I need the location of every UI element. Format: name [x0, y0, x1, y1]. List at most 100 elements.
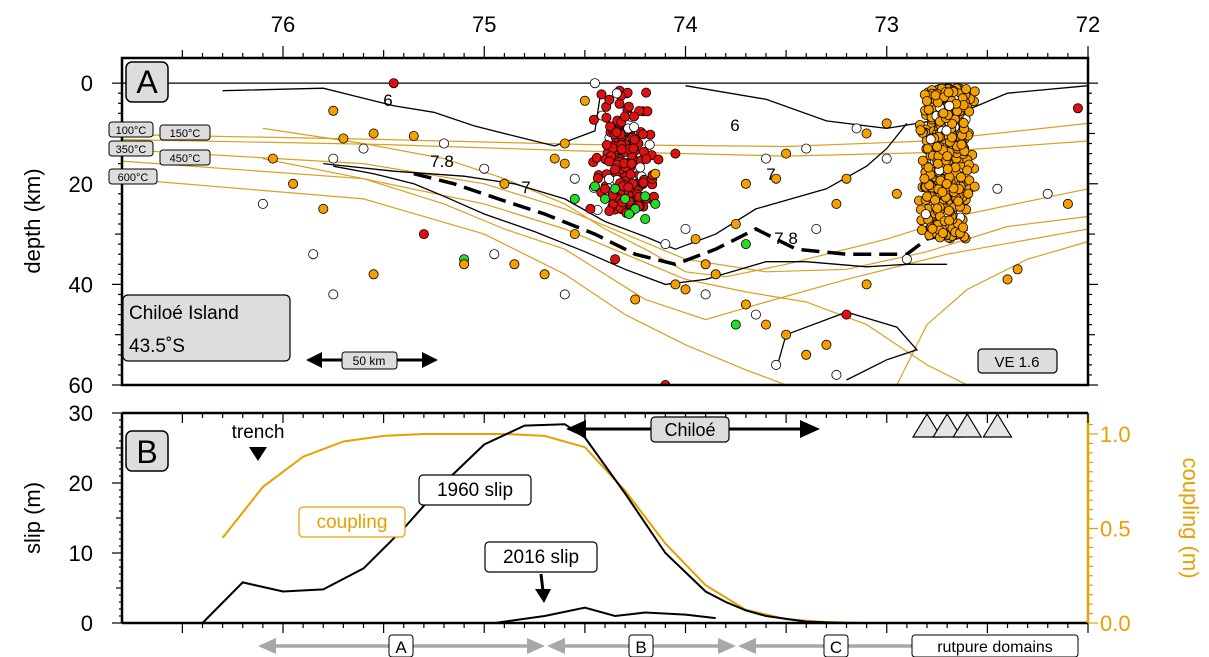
hypocenter-scattered [801, 143, 812, 154]
hypocenter-orange [964, 106, 975, 117]
hypocenter-green [730, 319, 741, 330]
trench-label: trench [232, 422, 285, 443]
hypocenter-scattered [338, 133, 349, 144]
hypocenter-scattered [740, 178, 751, 189]
domain-b-left-arrow-icon [547, 638, 565, 654]
hypocenter-scattered [388, 78, 399, 89]
hypocenter-scattered [680, 223, 691, 234]
hypocenter-scattered [680, 284, 691, 295]
hypocenter-scattered [610, 254, 621, 265]
hypocenter-scattered [761, 319, 772, 330]
x-tick-label-76: 76 [271, 12, 295, 37]
contour-label-7a: 7 [521, 178, 530, 197]
hypocenter-red [653, 154, 664, 165]
hypocenter-red [641, 153, 652, 164]
hypocenter-red [596, 89, 607, 100]
hypocenter-red [638, 177, 649, 188]
hypocenter-orange [923, 162, 934, 173]
rupture-domains-label: rutpure domains [937, 639, 1053, 656]
hypocenter-scattered [690, 234, 701, 245]
location-latitude: 43.5˚S [129, 336, 185, 357]
slip-tick-label-10: 10 [69, 541, 93, 566]
hypocenter-scattered [831, 369, 842, 380]
hypocenter-scattered [328, 153, 339, 164]
hypocenter-orange [958, 118, 969, 129]
hypocenter-scattered [881, 118, 892, 129]
hypocenter-orange [941, 178, 952, 189]
hypocenter-red [616, 144, 627, 155]
hypocenter-orange [920, 209, 931, 220]
volcano-triangle-icon [982, 412, 1013, 438]
slab-top-line [262, 127, 1088, 278]
hypocenter-red [604, 173, 615, 184]
coupling-line [221, 433, 867, 624]
hypocenter-orange [927, 223, 938, 234]
hypocenter-red [611, 88, 622, 99]
hypocenter-scattered [730, 218, 741, 229]
location-box: Chiloé Island 43.5˚S [122, 294, 291, 362]
y-tick-label-20: 20 [69, 172, 93, 197]
x-tick-label-74: 74 [673, 12, 697, 37]
x-tick-label-72: 72 [1076, 12, 1100, 37]
slip2016-annotation: 2016 slip [484, 541, 598, 603]
hypocenter-orange [961, 84, 972, 95]
slip2016-label: 2016 slip [503, 547, 579, 568]
hypocenter-scattered [750, 309, 761, 320]
coupling-tick-label-0: 0.0 [1100, 611, 1131, 636]
hypocenter-scattered [761, 153, 772, 164]
coupling-label: coupling [317, 512, 388, 533]
hypocenter-orange [948, 183, 959, 194]
hypocenter-scattered [589, 78, 600, 89]
hypocenter-scattered [841, 309, 852, 320]
coupling-annotation: coupling [298, 506, 406, 538]
contour-label-6b: 6 [730, 116, 739, 135]
hypocenter-red [644, 139, 655, 150]
hypocenter-red [641, 87, 652, 98]
panel-a-ylabel: depth (km) [20, 168, 45, 273]
hypocenter-scattered [489, 249, 500, 260]
hypocenter-orange [932, 158, 943, 169]
hypocenter-green [600, 193, 611, 204]
trench-triangle-icon [249, 447, 267, 461]
hypocenter-orange [943, 87, 954, 98]
hypocenter-scattered [559, 158, 570, 169]
hypocenter-orange [958, 222, 969, 233]
hypocenter-scattered [861, 128, 872, 139]
hypocenter-scattered [670, 279, 681, 290]
hypocenter-scattered [539, 269, 550, 280]
vertical-exaggeration-box: VE 1.6 [977, 348, 1058, 374]
hypocenter-red [605, 121, 616, 132]
contour-labels: 6 6 7 7 7.8 7.8 [383, 91, 798, 248]
rupture-domains: A B C rutpure domains [258, 634, 1079, 657]
slip-tick-label-30: 30 [69, 401, 93, 426]
location-name: Chiloé Island [129, 303, 239, 324]
earthquake-hypocenters [257, 78, 1083, 385]
isotherm-450-line [122, 160, 968, 385]
hypocenter-scattered [549, 153, 560, 164]
hypocenter-scattered [700, 259, 711, 270]
x-tick-labels: 76 75 74 73 72 [271, 12, 1100, 37]
hypocenter-orange [947, 132, 958, 143]
hypocenter-red [626, 158, 637, 169]
slip2016-arrow-icon [535, 589, 551, 603]
trench-marker: trench [232, 422, 285, 461]
hypocenter-red [601, 112, 612, 123]
hypocenter-red [585, 203, 596, 214]
hypocenter-red [635, 162, 646, 173]
slip-tick-label-20: 20 [69, 471, 93, 496]
hypocenter-scattered [499, 178, 510, 189]
hypocenter-scattered [781, 148, 792, 159]
hypocenter-orange [969, 181, 980, 192]
hypocenter-red [629, 122, 640, 133]
hypocenter-scattered [559, 138, 570, 149]
hypocenter-red [611, 127, 622, 138]
hypocenter-scattered [710, 269, 721, 280]
hypocenter-scattered [418, 229, 429, 240]
hypocenter-red [591, 152, 602, 163]
hypocenter-scattered [569, 229, 580, 240]
hypocenter-orange [915, 125, 926, 136]
panel-b-label-text: B [136, 434, 157, 470]
hypocenter-green [650, 198, 661, 209]
isotherm-labels: 100°C 150°C 350°C 450°C 600°C [108, 121, 211, 185]
hypocenter-green [620, 193, 631, 204]
